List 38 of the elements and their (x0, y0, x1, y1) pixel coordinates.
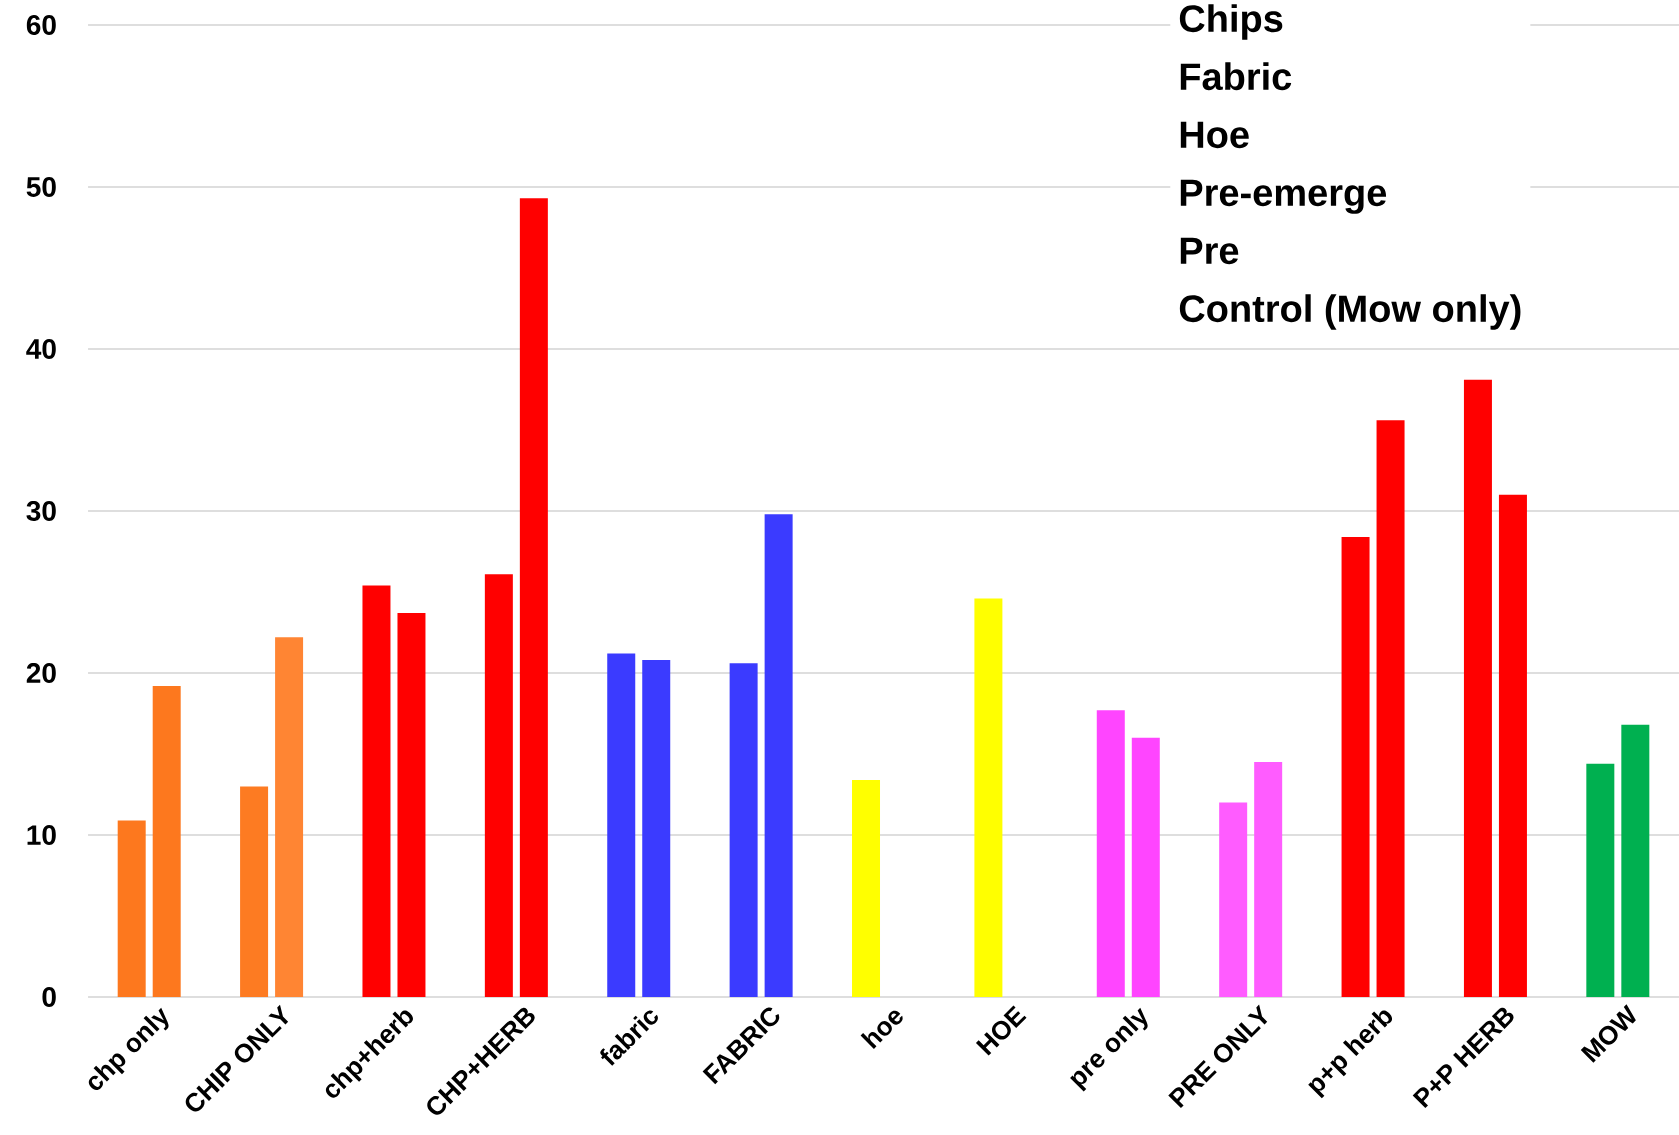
bar (1219, 802, 1248, 997)
bar (275, 637, 304, 997)
bar (1341, 536, 1370, 997)
bar (1621, 724, 1650, 997)
annotation: Pre (1180, 237, 1239, 265)
y-tick-label: 40 (26, 339, 56, 359)
annotation: Pre-emerge (1180, 179, 1387, 214)
y-tick-label: 60 (26, 15, 56, 35)
y-tick-label: 50 (26, 177, 56, 197)
bar (117, 820, 146, 997)
y-tick-label: 30 (26, 501, 56, 521)
annotation: Control (Mow only) (1179, 294, 1521, 330)
bar (484, 574, 513, 997)
bar (764, 514, 793, 997)
bar (1376, 420, 1405, 997)
bar (642, 660, 671, 997)
bar (240, 786, 269, 997)
bar (1463, 379, 1492, 997)
bar (152, 685, 181, 997)
annotation: Chips (1179, 4, 1283, 40)
bar (1096, 710, 1125, 997)
bar (397, 613, 426, 997)
bar (1131, 737, 1160, 997)
bar (852, 779, 881, 997)
y-tick-label: 10 (27, 825, 56, 845)
bar (1498, 494, 1527, 997)
x-tick-label: hoe (860, 1010, 903, 1049)
bar (1254, 762, 1283, 997)
bar (607, 653, 636, 997)
y-tick-label: 0 (42, 987, 56, 1007)
bar (362, 585, 391, 997)
bar (729, 663, 758, 997)
annotation: Hoe (1180, 121, 1249, 149)
annotation: Fabric (1180, 62, 1292, 91)
bar (519, 198, 548, 997)
bar (974, 598, 1003, 997)
bar (1586, 763, 1615, 997)
y-tick-label: 20 (26, 663, 56, 683)
